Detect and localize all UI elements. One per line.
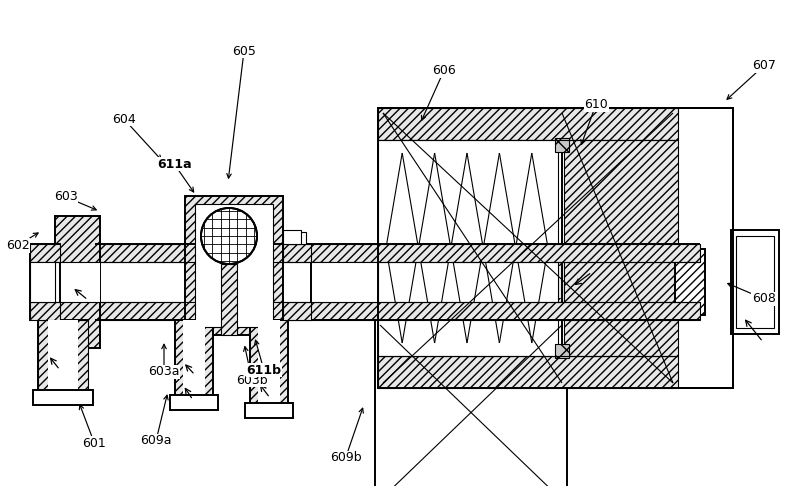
Bar: [378, 298, 678, 320]
Bar: [30, 302, 60, 320]
Bar: [38, 320, 88, 395]
Bar: [283, 244, 311, 320]
Text: 611a: 611a: [157, 158, 192, 171]
Bar: [731, 230, 779, 334]
Bar: [311, 262, 378, 302]
Bar: [55, 216, 100, 348]
Bar: [258, 320, 280, 408]
Bar: [378, 108, 678, 140]
Text: 610: 610: [584, 98, 608, 111]
Text: 602: 602: [6, 239, 30, 252]
Bar: [55, 262, 100, 302]
Bar: [564, 140, 678, 356]
Bar: [250, 320, 288, 408]
Bar: [378, 108, 733, 388]
Bar: [175, 320, 213, 400]
Text: 609a: 609a: [140, 434, 172, 447]
Text: 601: 601: [82, 437, 106, 450]
Bar: [30, 244, 60, 320]
Bar: [30, 262, 55, 302]
Bar: [375, 320, 567, 486]
Bar: [378, 140, 558, 356]
Text: 609b: 609b: [330, 451, 362, 464]
Text: 606: 606: [432, 64, 456, 77]
Bar: [555, 138, 569, 152]
Bar: [378, 108, 733, 388]
Bar: [38, 320, 88, 395]
Bar: [378, 244, 678, 266]
Bar: [185, 196, 283, 335]
Text: 603b: 603b: [236, 374, 268, 386]
Text: 608: 608: [752, 293, 776, 305]
Circle shape: [201, 208, 257, 264]
Bar: [183, 320, 205, 400]
Bar: [48, 320, 78, 395]
Bar: [30, 244, 60, 262]
Bar: [170, 395, 218, 410]
Bar: [221, 264, 237, 335]
Bar: [245, 403, 293, 418]
Bar: [95, 302, 700, 320]
Bar: [288, 232, 306, 244]
Bar: [33, 390, 93, 405]
Text: 605: 605: [232, 45, 256, 57]
Bar: [195, 204, 273, 327]
Bar: [675, 249, 705, 315]
Text: 604: 604: [112, 113, 136, 125]
Bar: [736, 236, 774, 328]
Bar: [283, 244, 311, 262]
Text: 607: 607: [752, 59, 776, 72]
Text: 603: 603: [54, 191, 78, 203]
Bar: [555, 344, 569, 358]
Bar: [283, 302, 311, 320]
Text: 603a: 603a: [148, 365, 180, 378]
Bar: [378, 244, 678, 320]
Bar: [95, 244, 700, 262]
Bar: [283, 230, 301, 244]
Bar: [378, 356, 678, 388]
Text: 611b: 611b: [246, 364, 282, 377]
